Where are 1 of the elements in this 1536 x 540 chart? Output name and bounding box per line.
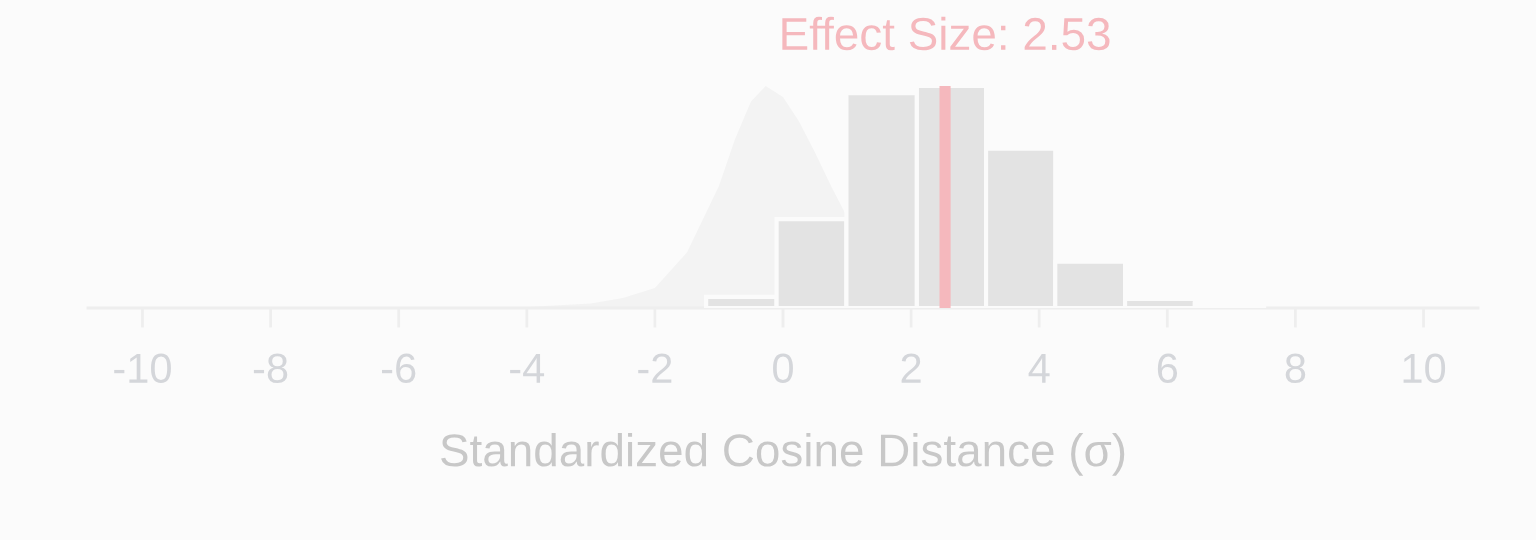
ref-line-label: Effect Size: 2.53 (782, 16, 1110, 51)
